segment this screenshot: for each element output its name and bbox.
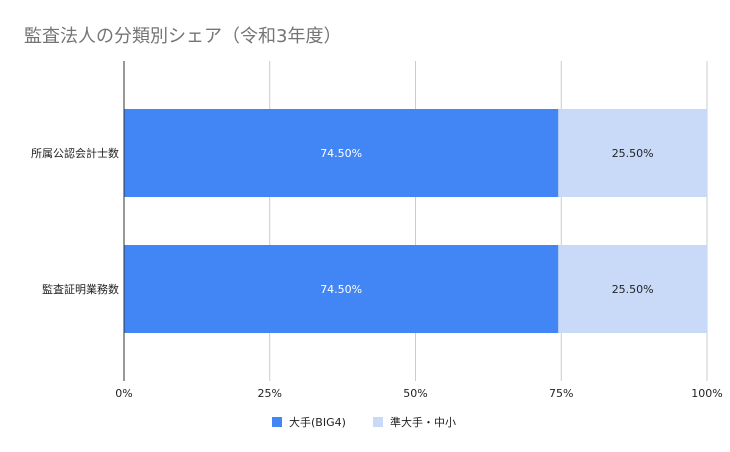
data-label-1-series-2: 25.50% <box>612 147 654 160</box>
x-tick-label-1: 25% <box>258 387 282 400</box>
bar-1-series-1[interactable] <box>124 109 559 197</box>
legend-swatch-1[interactable] <box>272 417 282 427</box>
bar-1-series-2[interactable] <box>558 109 707 197</box>
chart-title: 監査法人の分類別シェア（令和3年度） <box>24 26 341 47</box>
data-label-1-series-1: 74.50% <box>320 147 362 160</box>
labels: 74.50% 25.50% 74.50% 25.50% <box>320 147 653 296</box>
bar-2-series-1[interactable] <box>124 245 559 333</box>
legend: 大手(BIG4) 準大手・中小 <box>272 415 456 429</box>
x-tick-label-0: 0% <box>115 387 132 400</box>
x-tick-label-2: 50% <box>403 387 427 400</box>
legend-label-2[interactable]: 準大手・中小 <box>390 415 456 429</box>
bar-2-series-2[interactable] <box>558 245 707 333</box>
category-label-2: 監査証明業務数 <box>42 282 119 296</box>
data-label-2-series-1: 74.50% <box>320 283 362 296</box>
x-tick-label-4: 100% <box>691 387 722 400</box>
legend-swatch-2[interactable] <box>373 417 383 427</box>
legend-label-1[interactable]: 大手(BIG4) <box>289 415 346 429</box>
bars <box>124 109 707 333</box>
category-label-1: 所属公認会計士数 <box>31 146 119 160</box>
x-tick-label-3: 75% <box>549 387 573 400</box>
data-label-2-series-2: 25.50% <box>612 283 654 296</box>
